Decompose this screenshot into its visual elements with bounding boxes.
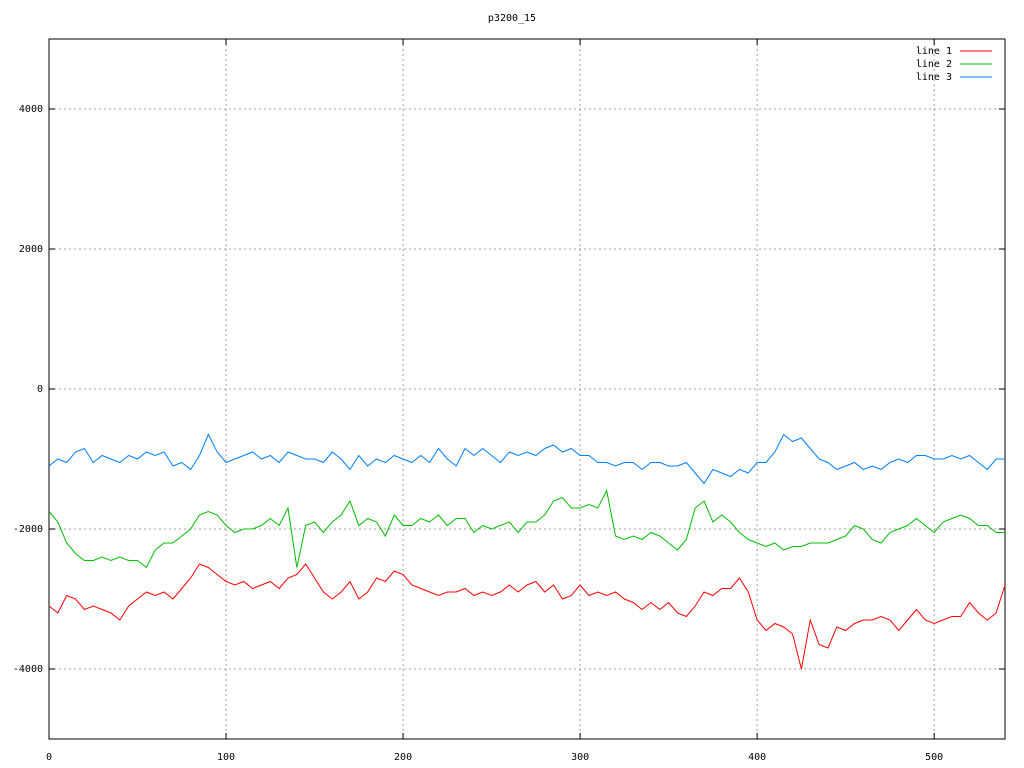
legend-label: line 2 xyxy=(916,59,952,70)
x-tick-label: 300 xyxy=(571,752,589,763)
y-tick-label: -4000 xyxy=(13,664,43,675)
x-tick-label: 500 xyxy=(925,752,943,763)
x-tick-label: 100 xyxy=(217,752,235,763)
data-line xyxy=(48,563,1006,670)
y-tick-label: -2000 xyxy=(13,524,43,535)
legend-label: line 1 xyxy=(916,46,952,57)
plot-border xyxy=(48,38,1006,740)
data-line xyxy=(48,488,1005,569)
x-tick-label: 0 xyxy=(46,752,52,763)
legend-label: line 3 xyxy=(916,72,952,83)
chart-title: p3200_15 xyxy=(488,13,536,24)
x-tick-label: 400 xyxy=(748,752,766,763)
y-tick-label: 2000 xyxy=(19,244,43,255)
y-tick-label: 0 xyxy=(37,384,43,395)
data-line xyxy=(48,433,1005,485)
y-tick-label: 4000 xyxy=(19,104,43,115)
x-tick-label: 200 xyxy=(394,752,412,763)
